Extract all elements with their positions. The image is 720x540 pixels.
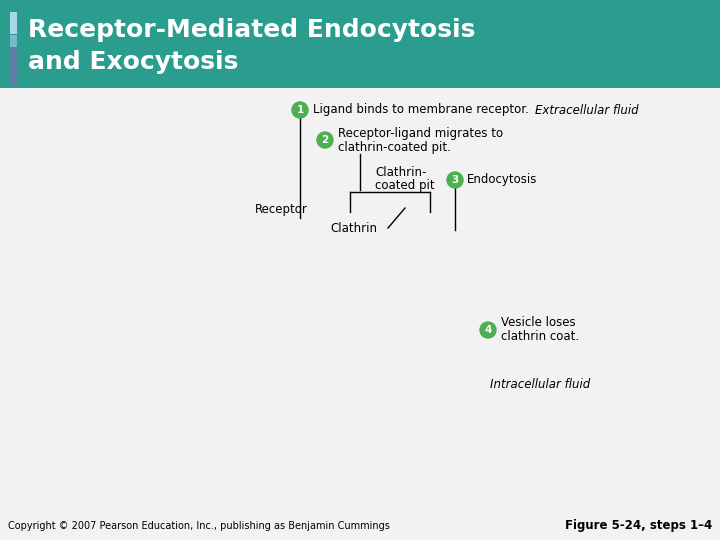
Text: Endocytosis: Endocytosis bbox=[467, 173, 537, 186]
Text: coated pit: coated pit bbox=[375, 179, 435, 192]
Text: Receptor-ligand migrates to: Receptor-ligand migrates to bbox=[338, 126, 503, 139]
Text: 1: 1 bbox=[297, 105, 304, 115]
Text: Clathrin: Clathrin bbox=[330, 221, 377, 234]
Circle shape bbox=[447, 172, 463, 188]
Text: and Exocytosis: and Exocytosis bbox=[28, 50, 238, 74]
Text: Copyright © 2007 Pearson Education, Inc., publishing as Benjamin Cummings: Copyright © 2007 Pearson Education, Inc.… bbox=[8, 521, 390, 531]
FancyBboxPatch shape bbox=[10, 12, 17, 34]
Text: Receptor: Receptor bbox=[255, 204, 308, 217]
FancyBboxPatch shape bbox=[10, 48, 17, 85]
FancyBboxPatch shape bbox=[10, 35, 17, 47]
Text: Extracellular fluid: Extracellular fluid bbox=[535, 104, 639, 117]
Text: Clathrin-: Clathrin- bbox=[375, 165, 426, 179]
FancyBboxPatch shape bbox=[0, 0, 720, 88]
Circle shape bbox=[292, 102, 308, 118]
Text: Figure 5-24, steps 1–4: Figure 5-24, steps 1–4 bbox=[564, 519, 712, 532]
Circle shape bbox=[480, 322, 496, 338]
Text: Intracellular fluid: Intracellular fluid bbox=[490, 379, 590, 392]
Text: clathrin-coated pit.: clathrin-coated pit. bbox=[338, 140, 451, 153]
Text: 2: 2 bbox=[321, 135, 328, 145]
Text: Ligand binds to membrane receptor.: Ligand binds to membrane receptor. bbox=[313, 104, 529, 117]
Text: Vesicle loses: Vesicle loses bbox=[501, 316, 575, 329]
Text: Receptor-Mediated Endocytosis: Receptor-Mediated Endocytosis bbox=[28, 18, 475, 42]
Text: 4: 4 bbox=[485, 325, 492, 335]
Circle shape bbox=[317, 132, 333, 148]
Text: 3: 3 bbox=[451, 175, 459, 185]
Text: clathrin coat.: clathrin coat. bbox=[501, 330, 579, 343]
